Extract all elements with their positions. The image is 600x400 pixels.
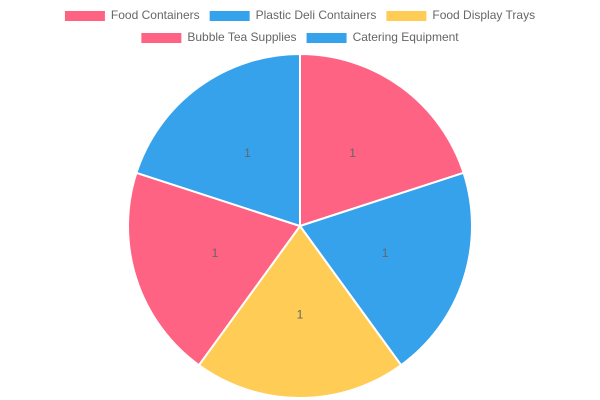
chart-legend: Food Containers Plastic Deli Containers Fo…: [64, 8, 535, 44]
pie-data-labels: 1 1 1 1 1: [212, 146, 389, 322]
legend-label: Food Display Trays: [432, 8, 535, 22]
legend-swatch: [306, 33, 347, 43]
pie-slice-bubble-tea-supplies[interactable]: [127, 171, 302, 367]
legend-label: Food Containers: [111, 8, 200, 22]
data-label-food-containers: 1: [349, 146, 356, 160]
pie-slices: [127, 52, 473, 399]
legend-swatch: [141, 33, 182, 43]
legend-item-catering-equipment[interactable]: Catering Equipment: [306, 30, 460, 44]
legend-swatch: [64, 11, 105, 21]
legend-item-plastic-deli-containers[interactable]: Plastic Deli Containers: [209, 8, 377, 22]
pie-slice-food-display-trays[interactable]: [197, 224, 403, 399]
pie-slice-food-containers[interactable]: [299, 52, 465, 228]
legend-item-food-display-trays[interactable]: Food Display Trays: [386, 8, 535, 22]
legend-item-food-containers[interactable]: Food Containers: [64, 8, 200, 22]
legend-label: Plastic Deli Containers: [256, 8, 377, 22]
data-label-bubble-tea-supplies: 1: [212, 246, 219, 260]
data-label-food-display-trays: 1: [297, 308, 304, 322]
legend-swatch: [386, 11, 427, 21]
pie-slice-catering-equipment[interactable]: [135, 52, 301, 228]
legend-item-bubble-tea-supplies[interactable]: Bubble Tea Supplies: [141, 30, 297, 44]
legend-swatch: [209, 11, 250, 21]
data-label-plastic-deli-containers: 1: [382, 246, 389, 260]
data-label-catering-equipment: 1: [244, 146, 251, 160]
legend-label: Bubble Tea Supplies: [187, 30, 296, 44]
pie-slice-plastic-deli-containers[interactable]: [298, 171, 473, 367]
legend-label: Catering Equipment: [353, 30, 460, 44]
